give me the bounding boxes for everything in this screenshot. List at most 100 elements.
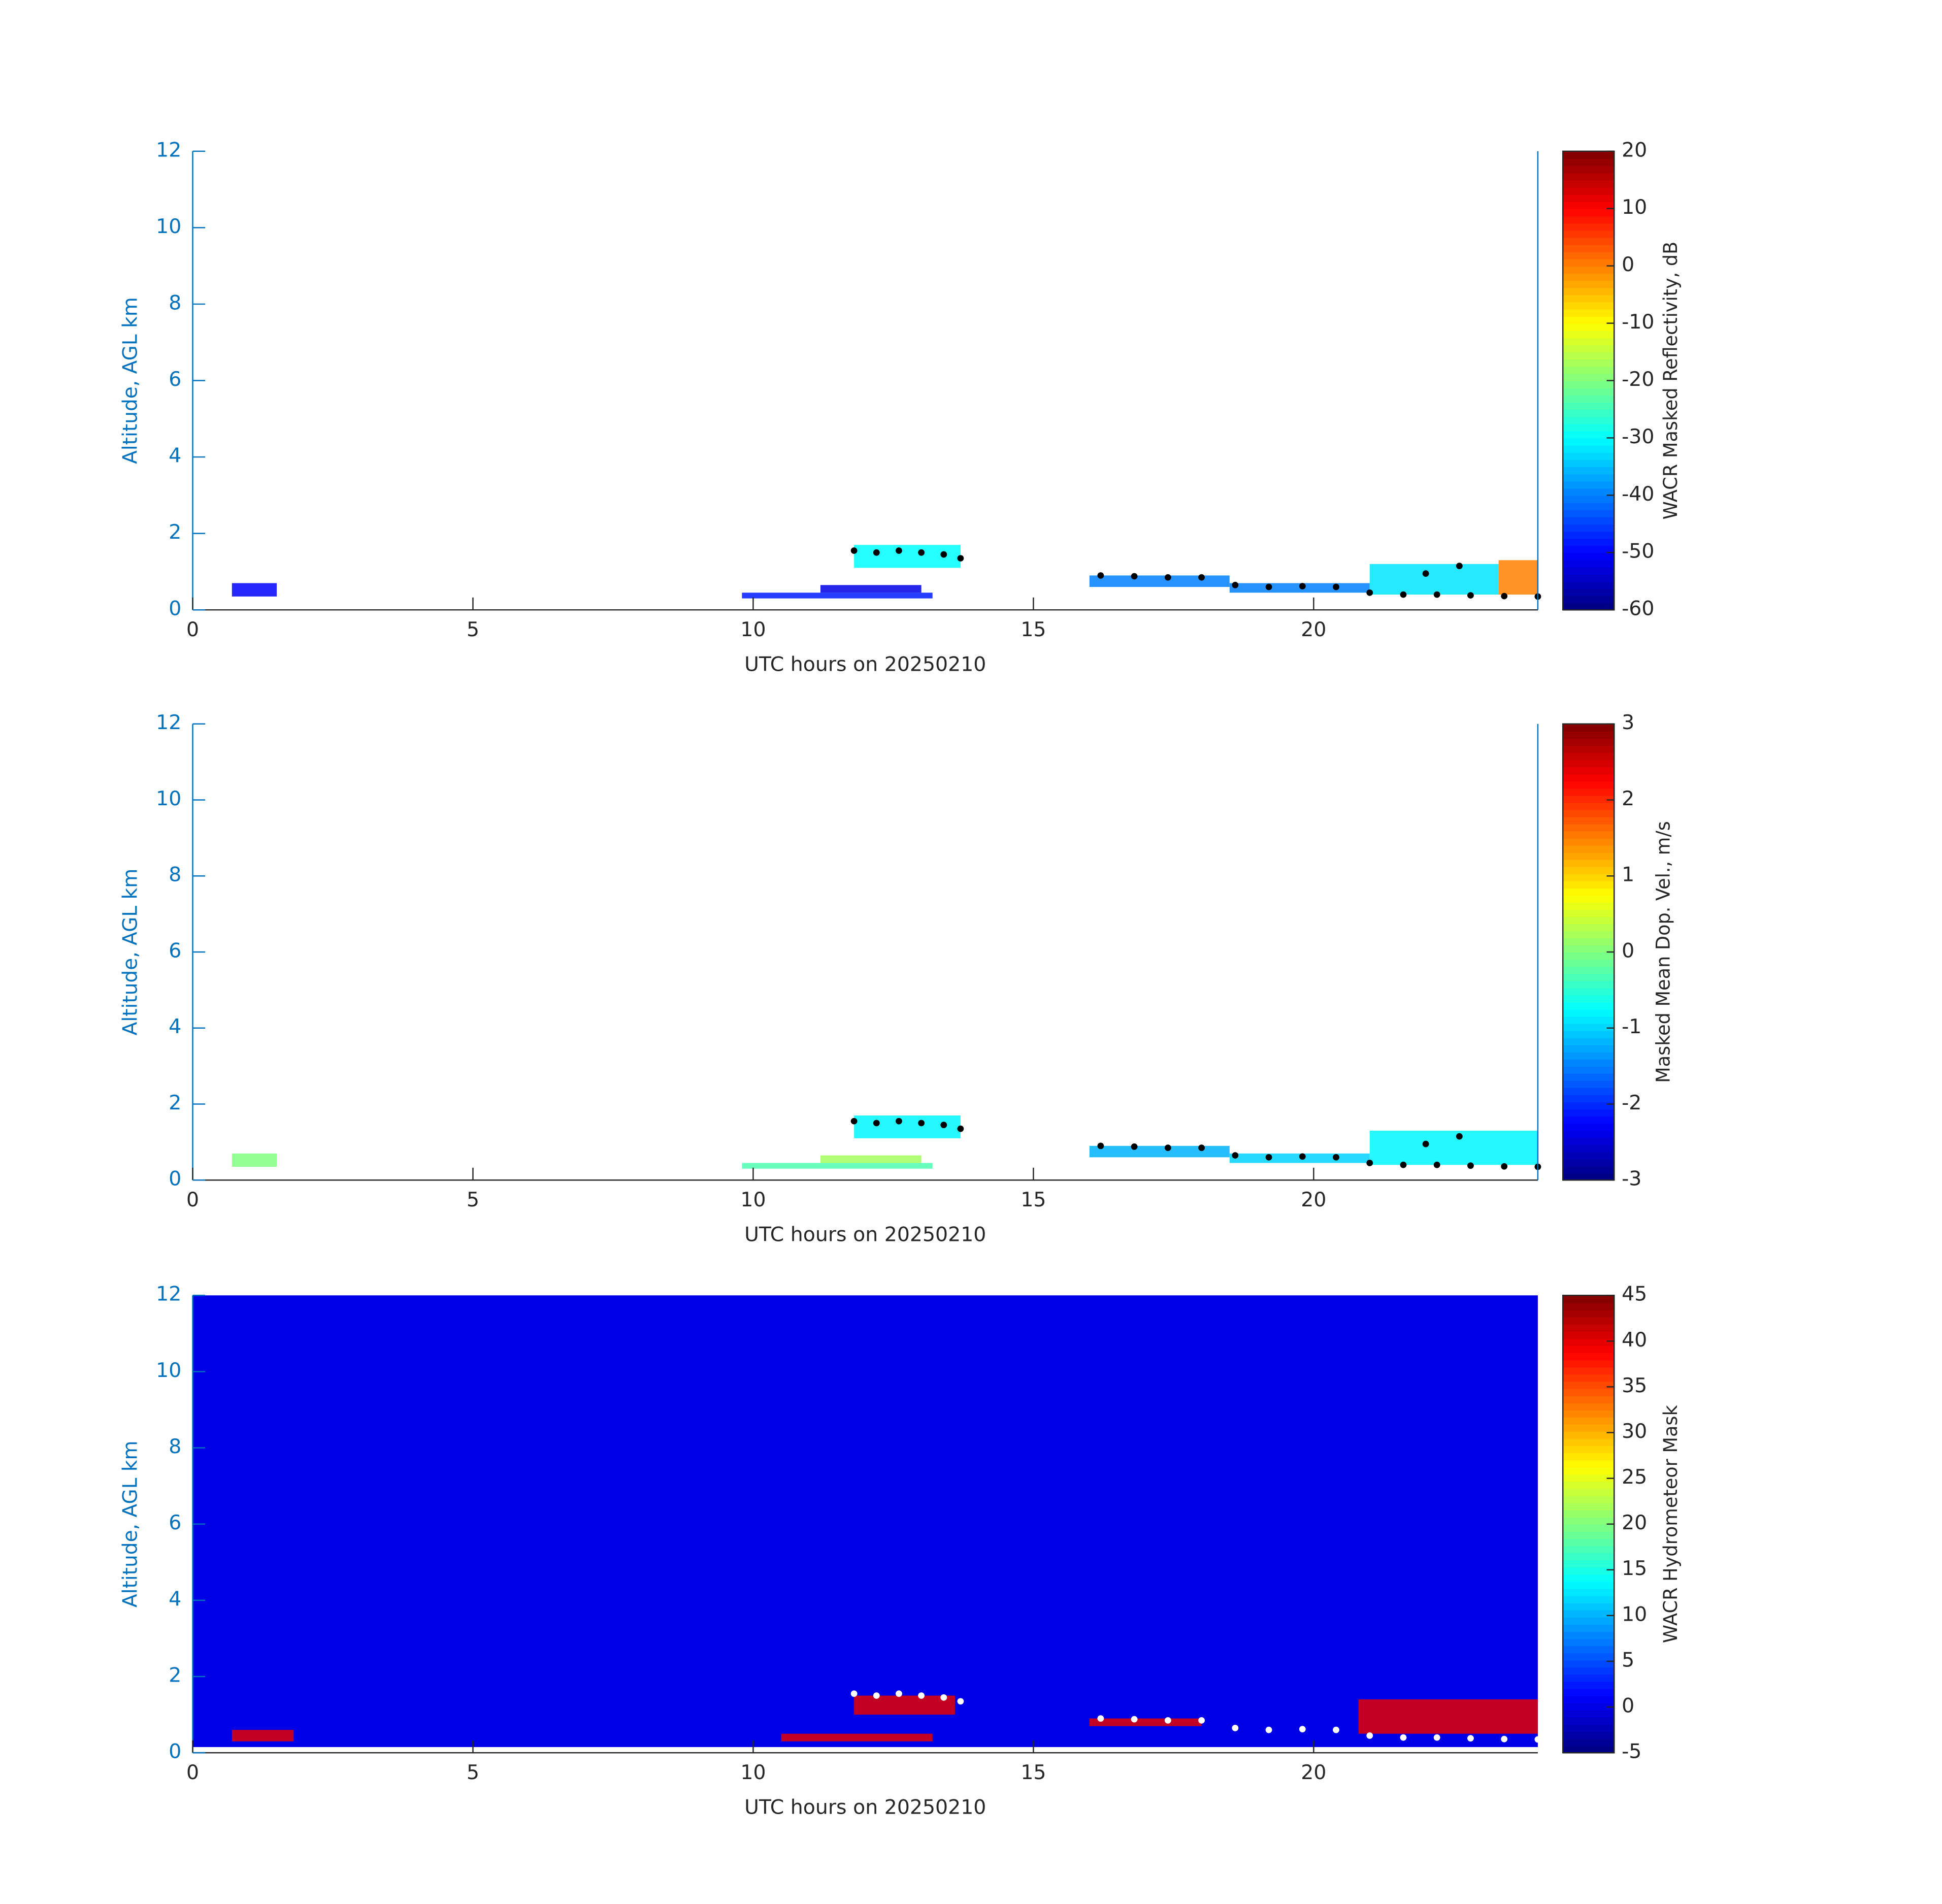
colorbar-segment: [1563, 880, 1615, 889]
colorbar-segment: [1563, 201, 1615, 209]
colorbar-segment: [1563, 1016, 1615, 1024]
y-tick-label: 12: [156, 711, 181, 734]
y-tick-label: 2: [169, 521, 181, 544]
colorbar-segment: [1563, 531, 1615, 539]
colorbar-segment: [1563, 560, 1615, 568]
cloud-base-point: [1265, 1154, 1272, 1161]
colorbar-segment: [1563, 759, 1615, 768]
y-axis-label: Altitude, AGL km: [119, 869, 142, 1036]
colorbar-segment: [1563, 1667, 1615, 1675]
colorbar-segment: [1563, 731, 1615, 739]
colorbar-segment: [1563, 1688, 1615, 1696]
colorbar-segment: [1563, 387, 1615, 396]
colorbar-tick-label: 0: [1622, 253, 1634, 276]
colorbar-segment: [1563, 545, 1615, 553]
colorbar-tick-label: 20: [1622, 139, 1647, 161]
colorbar-segment: [1563, 1137, 1615, 1145]
cloud-base-point: [1456, 563, 1463, 569]
colorbar-segment: [1563, 337, 1615, 346]
colorbar-segment: [1563, 258, 1615, 267]
echo-region: [192, 1295, 1538, 1747]
cloud-base-point: [1366, 1160, 1373, 1166]
colorbar-segment: [1563, 359, 1615, 367]
colorbar-segment: [1563, 1595, 1615, 1603]
cloud-base-point: [1164, 1144, 1171, 1151]
colorbar-segment: [1563, 1674, 1615, 1682]
cloud-base-point: [1299, 1726, 1306, 1732]
colorbar-segment: [1563, 1101, 1615, 1110]
cloud-base-point: [1097, 1715, 1104, 1722]
colorbar-segment: [1563, 603, 1615, 611]
colorbar-segment: [1563, 788, 1615, 796]
colorbar-segment: [1563, 1460, 1615, 1468]
x-tick-label: 5: [467, 1189, 479, 1211]
colorbar-segment: [1563, 1066, 1615, 1074]
cloud-base-point: [957, 1125, 964, 1132]
colorbar-segment: [1563, 330, 1615, 339]
echo-region: [1089, 575, 1230, 587]
colorbar-segment: [1563, 1702, 1615, 1711]
cloud-base-point: [1333, 1726, 1339, 1733]
colorbar-tick-label: 20: [1622, 1512, 1647, 1534]
y-tick-label: 0: [169, 598, 181, 620]
colorbar-segment: [1563, 1302, 1615, 1310]
cloud-base-point: [1400, 1734, 1407, 1741]
colorbar-segment: [1563, 1345, 1615, 1354]
y-tick-label: 8: [169, 292, 181, 315]
cloud-base-point: [1265, 583, 1272, 590]
colorbar-segment: [1563, 1574, 1615, 1582]
colorbar-segment: [1563, 809, 1615, 817]
colorbar-segment: [1563, 1159, 1615, 1167]
y-tick-label: 4: [169, 445, 181, 468]
colorbar-segment: [1563, 316, 1615, 324]
colorbar-segment: [1563, 1130, 1615, 1138]
cloud-base-point: [873, 1692, 880, 1699]
echo-region: [820, 585, 921, 593]
colorbar-segment: [1563, 1030, 1615, 1038]
colorbar-segment: [1563, 973, 1615, 981]
colorbar-segment: [1563, 1617, 1615, 1625]
colorbar-segment: [1563, 323, 1615, 331]
colorbar-segment: [1563, 1660, 1615, 1668]
colorbar-segment: [1563, 416, 1615, 424]
colorbar-segment: [1563, 781, 1615, 789]
cloud-base-point: [873, 549, 880, 556]
echo-region: [1358, 1699, 1538, 1734]
colorbar-segment: [1563, 1115, 1615, 1124]
cloud-base-point: [1467, 592, 1474, 599]
colorbar-segment: [1563, 802, 1615, 810]
colorbar-segment: [1563, 1710, 1615, 1718]
y-tick-label: 6: [169, 940, 181, 963]
colorbar-segment: [1563, 373, 1615, 381]
colorbar-segment: [1563, 895, 1615, 903]
colorbar-segment: [1563, 567, 1615, 575]
colorbar-segment: [1563, 473, 1615, 482]
cloud-base-point: [940, 1122, 947, 1129]
colorbar-tick-label: 40: [1622, 1329, 1647, 1352]
colorbar-segment: [1563, 445, 1615, 453]
colorbar-segment: [1563, 481, 1615, 489]
cloud-base-point: [850, 1690, 858, 1697]
x-tick-label: 5: [467, 618, 479, 641]
x-tick-label: 0: [186, 618, 199, 641]
colorbar-segment: [1563, 552, 1615, 561]
x-tick-label: 20: [1301, 1761, 1326, 1784]
colorbar-tick-label: 0: [1622, 940, 1634, 963]
cloud-base-point: [940, 551, 947, 558]
colorbar-segment: [1563, 409, 1615, 417]
colorbar-segment: [1563, 1424, 1615, 1432]
colorbar-segment: [1563, 1052, 1615, 1060]
x-tick-label: 0: [186, 1761, 199, 1784]
colorbar-segment: [1563, 1646, 1615, 1654]
cloud-base-point: [1456, 1133, 1463, 1140]
colorbar-segment: [1563, 380, 1615, 388]
cloud-base-point: [1422, 1140, 1429, 1147]
cloud-base-point: [1366, 1732, 1373, 1739]
cloud-base-point: [918, 1692, 925, 1699]
cloud-base-point: [1400, 591, 1407, 598]
colorbar-segment: [1563, 1560, 1615, 1568]
colorbar-segment: [1563, 1123, 1615, 1131]
colorbar-segment: [1563, 280, 1615, 288]
colorbar-segment: [1563, 930, 1615, 939]
colorbar-segment: [1563, 1531, 1615, 1539]
